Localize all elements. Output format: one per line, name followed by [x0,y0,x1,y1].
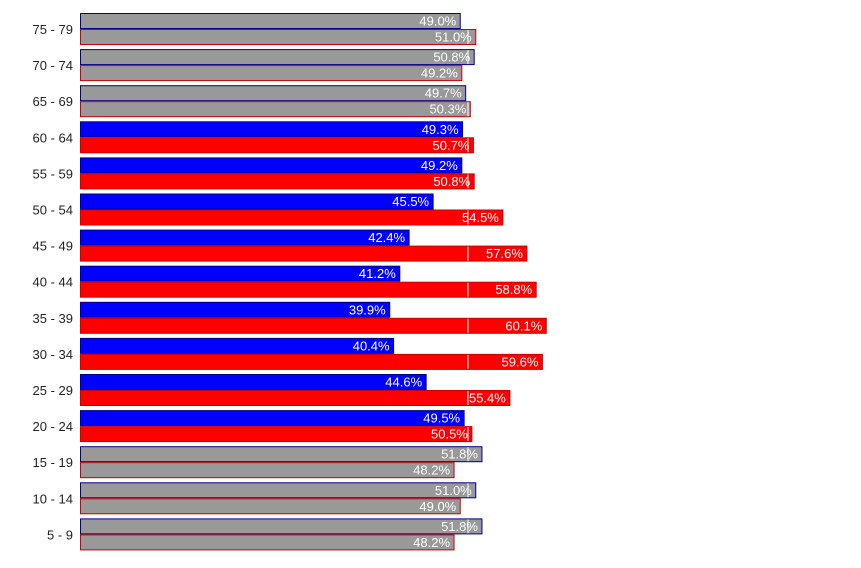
data-label: 48.2% [413,535,450,550]
data-label: 42.4% [368,230,405,245]
data-label: 59.6% [502,354,539,369]
data-label: 51.0% [435,483,472,498]
bar-series-2-20-24 [80,426,473,443]
data-label: 49.0% [419,14,456,29]
bars-layer [80,13,547,551]
category-label: 60 - 64 [33,130,73,145]
data-label: 50.7% [433,138,470,153]
category-label: 20 - 24 [33,419,73,434]
data-label: 49.7% [425,86,462,101]
bar-series-2-70-74 [80,65,463,82]
bar-series-2-65-69 [80,101,471,118]
bar-series-1-25-29 [80,374,427,390]
bar-series-1-75-79 [80,13,461,29]
data-label: 60.1% [505,318,542,333]
category-label: 55 - 59 [33,166,73,181]
bar-series-1-35-39 [80,301,391,318]
data-label: 51.8% [441,519,478,534]
data-label: 57.6% [486,246,523,261]
category-label: 45 - 49 [33,239,73,254]
category-label: 10 - 14 [33,491,73,506]
category-labels-layer: 75 - 79 70 - 74 65 - 69 60 - 64 55 - 59 50 - … [33,22,73,542]
data-label: 50.8% [433,50,470,65]
data-label: 50.3% [429,102,466,117]
bar-series-1-55-59 [80,157,463,174]
data-label: 45.5% [392,194,429,209]
bar-series-1-40-44 [80,265,401,282]
bar-series-1-65-69 [80,85,467,102]
data-label: 55.4% [469,391,506,406]
bar-series-1-5-9 [80,518,483,535]
bar-series-1-50-54 [80,193,434,210]
data-label: 44.6% [385,375,422,390]
bar-series-1-30-34 [80,337,395,354]
data-label: 50.5% [431,427,468,442]
bar-series-2-75-79 [80,29,477,45]
data-label: 41.2% [359,266,396,281]
category-label: 50 - 54 [33,203,73,218]
data-label: 54.5% [462,210,499,225]
bar-series-2-40-44 [80,281,537,298]
category-label: 35 - 39 [33,311,73,326]
data-label: 49.0% [419,499,456,514]
category-label: 5 - 9 [47,527,73,542]
data-label: 40.4% [353,338,390,353]
bar-series-2-10-14 [80,498,461,515]
data-label: 49.2% [421,66,458,81]
bar-series-1-60-64 [80,121,464,138]
bar-series-2-35-39 [80,317,547,334]
category-label: 25 - 29 [33,383,73,398]
data-label: 51.8% [441,447,478,462]
value-labels-layer: 49.0%51.0%50.8%49.2%49.7%50.3%49.3%50.7%… [349,14,543,550]
data-label: 48.2% [413,463,450,478]
bar-series-2-5-9 [80,534,455,551]
category-label: 75 - 79 [33,22,73,37]
bar-series-2-25-29 [80,390,511,406]
bar-series-1-10-14 [80,482,477,499]
category-label: 65 - 69 [33,94,73,109]
data-label: 50.8% [433,174,470,189]
category-label: 40 - 44 [33,275,73,290]
data-label: 49.3% [422,122,459,137]
bar-series-2-15-19 [80,462,455,479]
bar-series-2-60-64 [80,137,474,154]
data-label: 51.0% [435,30,472,45]
bar-series-1-15-19 [80,446,483,463]
data-label: 58.8% [495,282,532,297]
bar-series-2-55-59 [80,173,475,190]
data-label: 39.9% [349,302,386,317]
bar-series-2-50-54 [80,209,504,226]
bar-series-1-20-24 [80,410,465,427]
category-label: 30 - 34 [33,347,73,362]
category-label: 15 - 19 [33,455,73,470]
bar-series-1-70-74 [80,49,475,66]
bar-series-1-45-49 [80,229,410,246]
data-label: 49.5% [423,411,460,426]
category-label: 70 - 74 [33,58,73,73]
bar-series-2-30-34 [80,353,543,370]
bar-series-2-45-49 [80,245,528,262]
data-label: 49.2% [421,158,458,173]
